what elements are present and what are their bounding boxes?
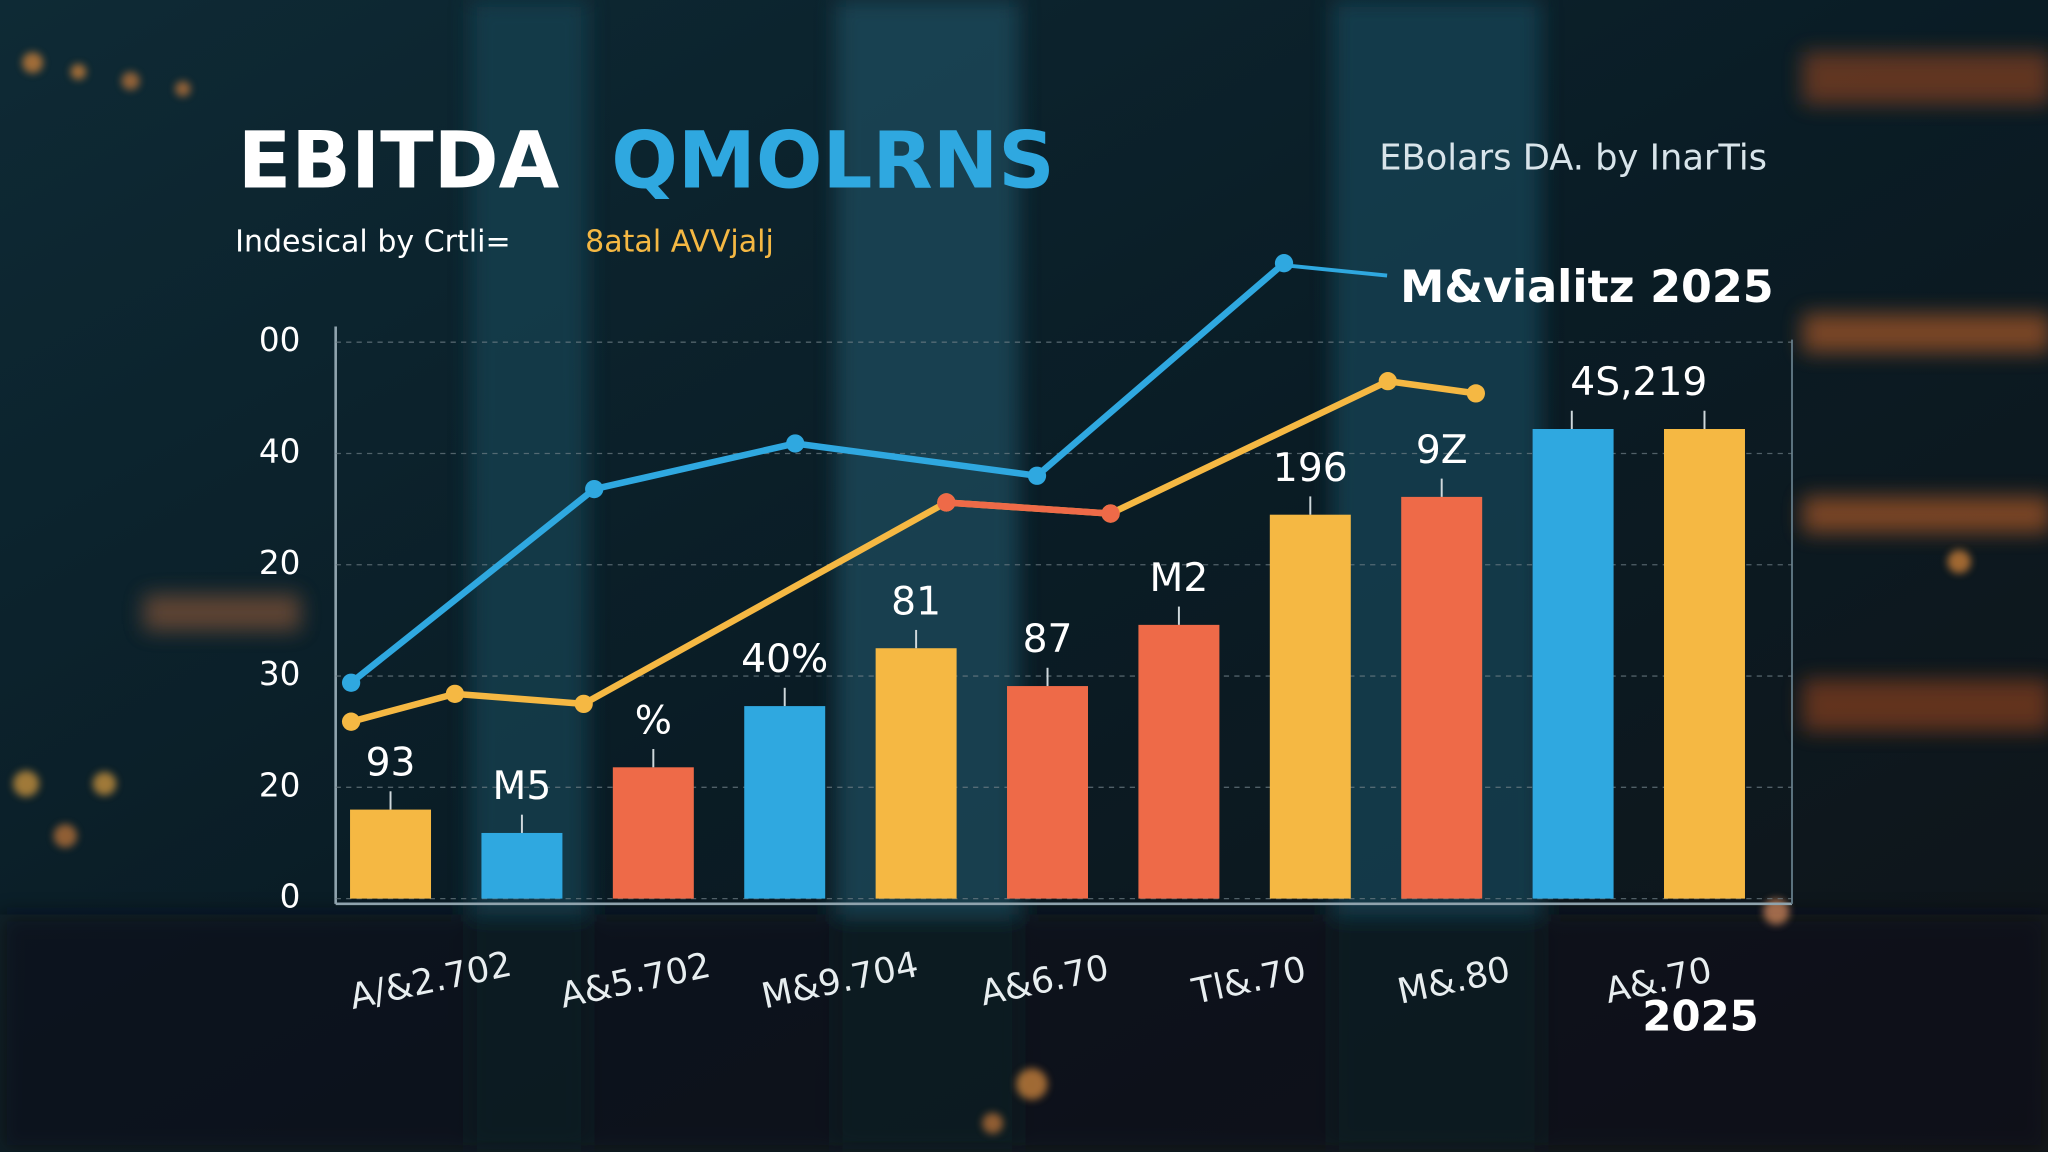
x-label-highlight: 2025 — [1642, 991, 1758, 1040]
line-point — [574, 694, 593, 714]
line-annotation: M&vialitz 2025 — [1400, 262, 1773, 313]
bar-label: 4S,219 — [1570, 360, 1707, 405]
y-tick-label: 0 — [280, 878, 301, 916]
line-point — [1274, 254, 1294, 273]
line-point — [1466, 384, 1486, 403]
bar-label: 9Z — [1416, 428, 1468, 473]
chart-title: EBITDA — [238, 115, 560, 206]
annotation-leader — [1283, 263, 1388, 278]
bar-label: % — [635, 698, 672, 743]
bar-label: 40% — [741, 637, 828, 682]
subtitle: Indesical by Crtli= — [235, 224, 511, 259]
bar — [1269, 514, 1351, 899]
line-point — [445, 684, 465, 703]
bar — [1664, 429, 1745, 899]
bar — [744, 706, 826, 899]
line-point — [1378, 372, 1397, 391]
bar — [875, 648, 957, 899]
bar — [481, 832, 563, 899]
bar-label: 87 — [1023, 617, 1073, 662]
bar-label: M5 — [493, 764, 552, 809]
bar — [1138, 624, 1220, 899]
line-point — [786, 434, 805, 453]
y-tick-label: 30 — [259, 655, 301, 693]
header: EBITDA QMOLRNS Indesical by Crtli= 8atal… — [235, 115, 1774, 313]
bar — [350, 809, 432, 899]
bar-label: 196 — [1273, 446, 1348, 491]
line-point — [937, 493, 956, 512]
y-tick-label: 20 — [259, 544, 301, 582]
bar — [1401, 496, 1483, 899]
subtitle-highlight: 8atal AVVjalj — [585, 224, 774, 259]
line-series — [946, 499, 1111, 517]
bar-label: 81 — [891, 579, 941, 624]
header-right: EBolars DA. by InarTis — [1379, 137, 1767, 178]
y-tick-label: 40 — [259, 432, 301, 470]
line-point — [1027, 466, 1047, 485]
line-point — [1101, 504, 1120, 523]
bar-label: M2 — [1150, 556, 1209, 601]
line-point — [585, 479, 604, 499]
chart-title-highlight: QMOLRNS — [611, 115, 1055, 206]
bar — [1532, 429, 1614, 899]
y-tick-label: 20 — [259, 766, 301, 804]
bar — [1007, 686, 1088, 899]
line-point — [341, 673, 361, 692]
bar — [612, 767, 694, 899]
bar-label: 93 — [366, 741, 416, 786]
y-tick-label: 00 — [259, 321, 301, 359]
line-point — [341, 712, 361, 731]
